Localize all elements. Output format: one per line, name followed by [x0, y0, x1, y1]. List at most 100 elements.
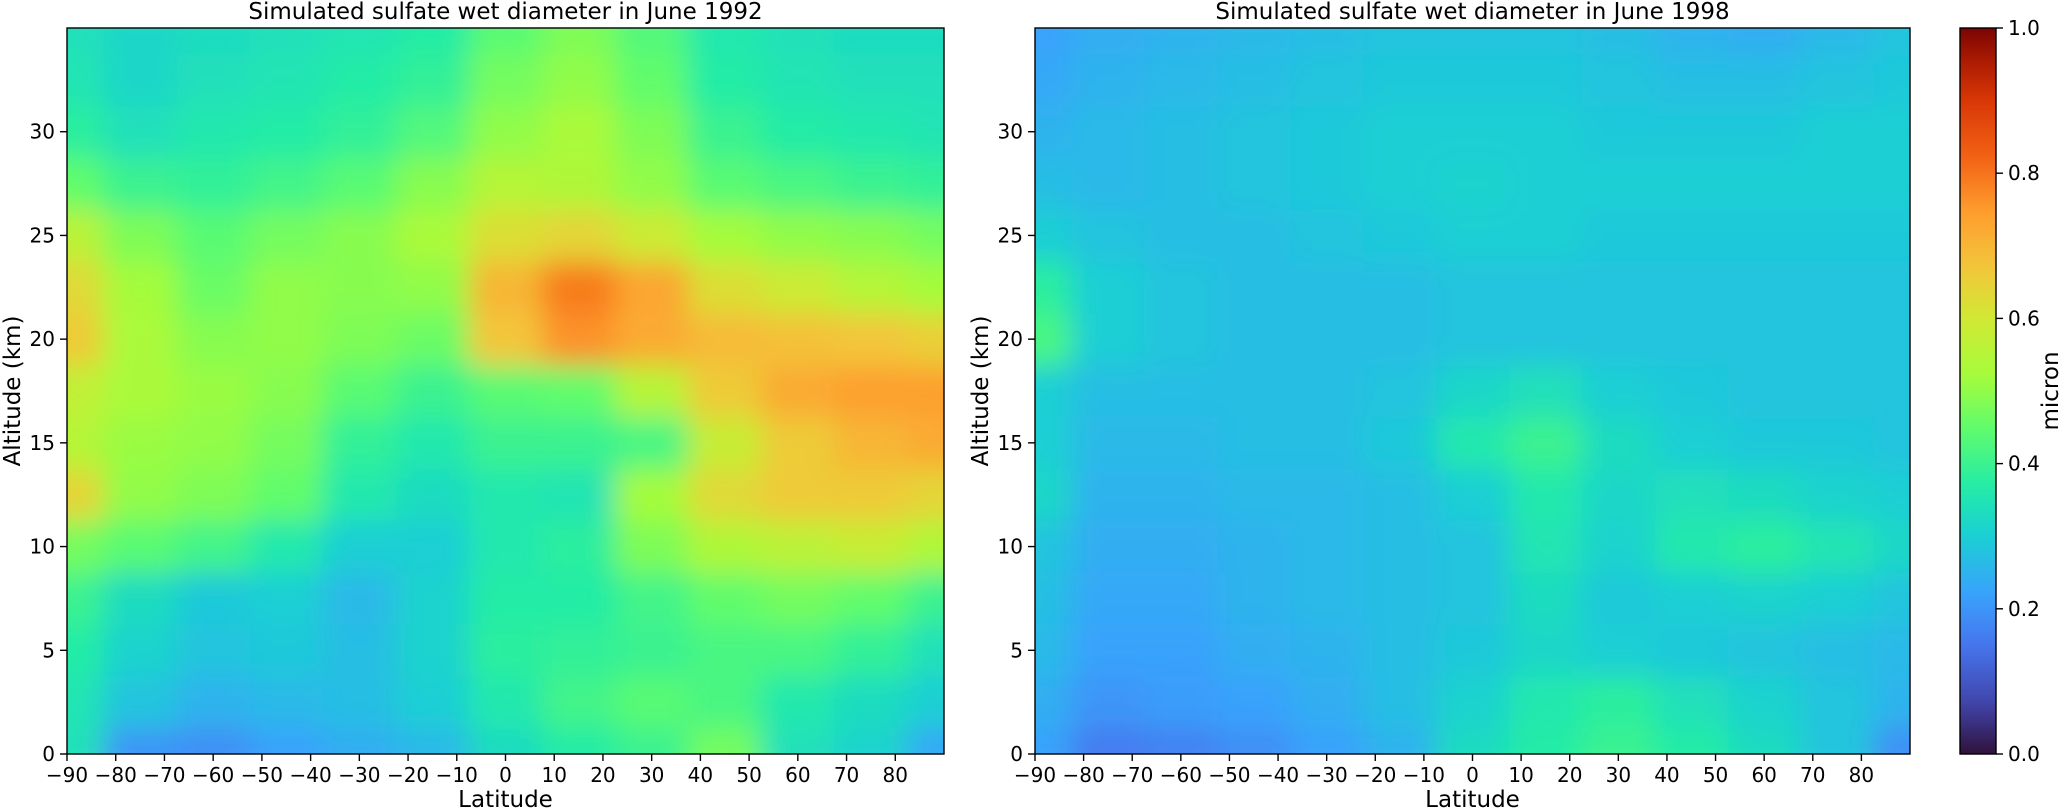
- colorbar-tick-label: 1.0: [2008, 16, 2040, 40]
- heatmap-cell: [1071, 53, 1145, 107]
- heatmap-cell: [1071, 157, 1145, 211]
- x-tick-label: 60: [1751, 763, 1776, 787]
- heatmap-cell: [1873, 28, 1910, 55]
- x-tick-label: 0: [1466, 763, 1479, 787]
- heatmap-cell: [176, 261, 251, 314]
- heatmap-cell: [834, 313, 909, 366]
- heatmap-cell: [907, 53, 944, 107]
- heatmap-cell: [249, 28, 324, 55]
- heatmap-cell: [615, 365, 689, 418]
- heatmap-cell: [1800, 416, 1875, 470]
- x-tick-label: −30: [338, 763, 380, 787]
- heatmap-cell: [907, 313, 944, 366]
- heatmap-cell: [1363, 572, 1437, 625]
- heatmap-cell: [395, 157, 470, 211]
- heatmap-cell: [688, 416, 762, 470]
- heatmap-cell: [103, 261, 178, 314]
- colorbar-tick-label: 0.4: [2008, 452, 2040, 476]
- heatmap-cell: [1144, 105, 1218, 159]
- heatmap-cell: [1800, 105, 1875, 159]
- heatmap-cell: [176, 468, 251, 522]
- colorbar-gradient: [1960, 28, 1996, 754]
- heatmap-cell: [1436, 157, 1510, 211]
- heatmap-cell: [1035, 416, 1073, 470]
- heatmap-cell: [67, 520, 105, 574]
- heatmap-cell: [1581, 209, 1656, 262]
- heatmap-cell: [1290, 416, 1364, 470]
- heatmap-cell: [1581, 365, 1656, 418]
- heatmap-cell: [834, 676, 909, 729]
- y-tick-label: 5: [42, 638, 55, 662]
- heatmap-cell: [322, 520, 397, 574]
- heatmap-cell: [834, 416, 909, 470]
- heatmap-cell: [249, 105, 324, 159]
- heatmap-cell: [103, 53, 178, 107]
- heatmap-cell: [395, 365, 470, 418]
- y-axis-label-1992: Altitude (km): [0, 316, 26, 467]
- heatmap-cell: [1873, 261, 1910, 314]
- x-tick-label: −70: [143, 763, 185, 787]
- heatmap-cell: [468, 313, 543, 366]
- heatmap-cell: [67, 676, 105, 729]
- heatmap-cell: [1727, 28, 1802, 55]
- heatmap-cell: [615, 520, 689, 574]
- colorbar-label: micron: [2038, 351, 2064, 430]
- heatmap-cell: [1654, 313, 1729, 366]
- x-tick-label: 10: [1508, 763, 1533, 787]
- heatmap-cell: [67, 28, 105, 55]
- heatmap-cell: [176, 624, 251, 677]
- heatmap-cell: [1800, 728, 1875, 754]
- heatmap-cell: [103, 209, 178, 262]
- heatmap-cell: [322, 365, 397, 418]
- heatmap-cell: [688, 728, 762, 754]
- heatmap-cell: [322, 105, 397, 159]
- heatmap-cell: [1436, 416, 1510, 470]
- heatmap-cell: [1654, 416, 1729, 470]
- heatmap-cell: [1873, 572, 1910, 625]
- heatmap-cell: [688, 157, 762, 211]
- heatmap-cell: [688, 676, 762, 729]
- heatmap-cell: [1144, 313, 1218, 366]
- heatmap-cell: [103, 520, 178, 574]
- heatmap-cell: [907, 365, 944, 418]
- heatmap-cell: [395, 53, 470, 107]
- heatmap-cell: [761, 624, 835, 677]
- heatmap-cell: [1144, 28, 1218, 55]
- heatmap-cell: [67, 416, 105, 470]
- y-tick-label: 20: [998, 327, 1023, 351]
- heatmap-cell: [542, 416, 616, 470]
- heatmap-cell: [322, 209, 397, 262]
- heatmap-cell: [1071, 313, 1145, 366]
- heatmap-cell: [67, 53, 105, 107]
- heatmap-cell: [1290, 520, 1364, 574]
- heatmap-cell: [761, 468, 835, 522]
- heatmap-cell: [1581, 105, 1656, 159]
- heatmap-cell: [1508, 416, 1583, 470]
- heatmap-cell: [103, 105, 178, 159]
- heatmap-cell: [1727, 676, 1802, 729]
- heatmap-cell: [907, 261, 944, 314]
- heatmap-cell: [761, 105, 835, 159]
- heatmap-cell: [1508, 53, 1583, 107]
- heatmap-cell: [688, 313, 762, 366]
- heatmap-cell: [468, 53, 543, 107]
- heatmap-cell: [1144, 261, 1218, 314]
- x-tick-label: 70: [1800, 763, 1825, 787]
- heatmap-cell: [468, 572, 543, 625]
- heatmap-cell: [542, 28, 616, 55]
- heatmap-cell: [395, 28, 470, 55]
- heatmap-cell: [615, 157, 689, 211]
- heatmap-cell: [249, 261, 324, 314]
- x-tick-label: 50: [1703, 763, 1728, 787]
- heatmap-cell: [1581, 468, 1656, 522]
- heatmap-cell: [1071, 468, 1145, 522]
- heatmap-cell: [688, 520, 762, 574]
- heatmap-cell: [542, 105, 616, 159]
- heatmap-cell: [395, 520, 470, 574]
- heatmap-cell: [1800, 157, 1875, 211]
- heatmap-cell: [395, 209, 470, 262]
- heatmap-cell: [1217, 313, 1291, 366]
- heatmap-cell: [1873, 416, 1910, 470]
- heatmap-cell: [761, 676, 835, 729]
- heatmap-cell: [67, 365, 105, 418]
